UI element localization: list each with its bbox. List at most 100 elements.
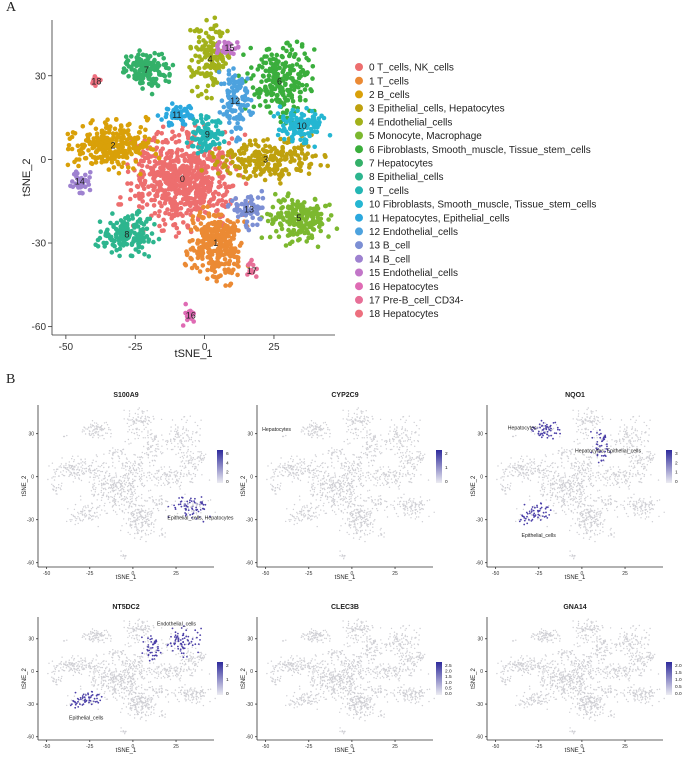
cell-point (73, 465, 76, 468)
cell-point-cluster-4 (212, 15, 218, 21)
cell-point (316, 475, 318, 477)
cell-point (189, 415, 191, 417)
cell-point-cluster-7 (155, 83, 161, 88)
cell-point (189, 454, 191, 457)
cell-point (330, 477, 332, 479)
cell-point (162, 482, 165, 484)
cell-point (331, 509, 334, 512)
cell-point-cluster-6 (261, 60, 266, 65)
cell-point (322, 492, 324, 494)
cell-point (83, 471, 85, 474)
cell-point (341, 498, 343, 500)
cell-point (351, 480, 354, 482)
cell-point-cluster-0 (199, 187, 205, 192)
cell-point (168, 433, 171, 435)
cell-point-cluster-1 (188, 227, 194, 233)
cell-point (368, 465, 370, 467)
y-tick-label: 0 (40, 155, 46, 166)
cell-point (165, 440, 167, 442)
cell-point (341, 475, 344, 477)
cell-point (147, 430, 149, 432)
cell-point (179, 465, 181, 467)
cell-point (348, 496, 350, 498)
cell-point-cluster-7 (140, 86, 145, 91)
cell-point-cluster-10 (327, 133, 333, 138)
cell-point (125, 496, 128, 498)
expressing-cell-point (181, 496, 183, 499)
cell-point (104, 483, 106, 486)
cell-point (322, 478, 325, 480)
cell-point-cluster-0 (161, 169, 166, 175)
cell-point-cluster-13 (244, 219, 250, 225)
cell-point (181, 452, 183, 454)
cell-point (176, 475, 178, 477)
cell-point (128, 517, 130, 520)
cell-point (200, 419, 202, 421)
cell-point (94, 426, 96, 428)
cell-point (123, 467, 125, 470)
cell-point (106, 479, 109, 481)
cell-point (155, 434, 157, 437)
cell-point-cluster-0 (186, 153, 192, 159)
cell-point-cluster-5 (280, 205, 286, 210)
cell-point (361, 510, 364, 512)
cluster-label-14: 14 (75, 177, 85, 187)
cell-point (139, 515, 141, 518)
cell-point (348, 533, 350, 536)
cell-point (180, 481, 182, 484)
cell-point (188, 473, 190, 475)
cell-point (75, 464, 77, 466)
cell-point (138, 519, 140, 521)
cell-point (366, 534, 369, 536)
cell-point-cluster-7 (132, 73, 138, 79)
cell-point-cluster-0 (151, 203, 157, 208)
cell-point-cluster-3 (236, 156, 241, 162)
cell-point (166, 448, 169, 450)
cell-point-cluster-4 (203, 88, 209, 94)
cell-point (198, 440, 200, 442)
cell-point (112, 490, 114, 493)
cell-point (133, 422, 136, 424)
cell-point (339, 489, 341, 491)
cell-point-cluster-9 (198, 130, 204, 135)
cell-point (155, 519, 157, 521)
cell-point (337, 479, 340, 482)
cell-point-cluster-8 (114, 247, 119, 253)
cell-point (331, 461, 333, 464)
cell-point-cluster-3 (245, 176, 251, 181)
cell-point-cluster-6 (251, 104, 257, 110)
cell-point (334, 499, 336, 501)
cell-point (89, 471, 91, 473)
cell-point (181, 418, 183, 421)
cell-point (174, 481, 177, 483)
cell-point-cluster-4 (212, 23, 218, 29)
cell-point-cluster-0 (190, 155, 195, 160)
cell-point (365, 513, 368, 515)
cell-point-cluster-3 (221, 164, 226, 169)
cell-point (145, 534, 147, 536)
cell-point (192, 472, 195, 475)
cell-point (56, 493, 58, 495)
cell-point (157, 445, 159, 448)
cell-point-cluster-8 (141, 239, 147, 244)
cell-point (182, 428, 184, 430)
colorbar (217, 450, 223, 483)
cell-point (152, 501, 154, 503)
cell-point-cluster-0 (157, 180, 162, 186)
cell-point-cluster-0 (174, 150, 179, 155)
cell-point (61, 457, 63, 459)
cell-point-cluster-0 (207, 185, 213, 191)
cell-point (145, 520, 147, 523)
cell-point (176, 436, 178, 439)
cell-point-cluster-3 (253, 138, 258, 143)
cell-point (195, 503, 198, 505)
cell-point (137, 517, 139, 519)
cell-point-cluster-1 (222, 257, 228, 262)
cell-point-cluster-0 (156, 213, 161, 219)
cell-point (119, 482, 122, 485)
cell-point (354, 526, 356, 528)
cell-point-cluster-10 (311, 115, 317, 120)
cell-point (352, 503, 355, 506)
cell-point-cluster-6 (302, 51, 308, 56)
